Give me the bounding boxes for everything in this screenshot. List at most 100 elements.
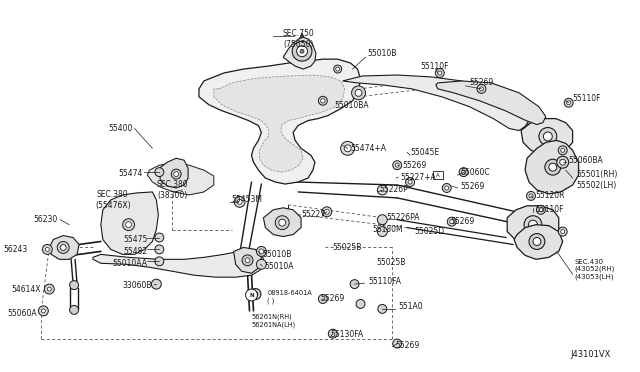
Polygon shape xyxy=(521,119,573,155)
Text: A: A xyxy=(436,173,440,177)
Circle shape xyxy=(529,220,538,229)
Text: 55010BA: 55010BA xyxy=(335,101,369,110)
Circle shape xyxy=(356,299,365,308)
Text: 55025B: 55025B xyxy=(333,243,362,252)
Circle shape xyxy=(447,217,456,226)
Circle shape xyxy=(378,227,387,237)
Circle shape xyxy=(300,49,304,53)
Text: 56243: 56243 xyxy=(3,245,28,254)
Circle shape xyxy=(393,161,402,170)
Circle shape xyxy=(393,339,402,348)
Circle shape xyxy=(396,163,399,167)
Circle shape xyxy=(155,168,164,177)
Circle shape xyxy=(155,245,164,254)
Circle shape xyxy=(318,295,327,304)
Circle shape xyxy=(340,141,355,155)
Circle shape xyxy=(257,247,266,256)
Circle shape xyxy=(459,168,468,177)
Polygon shape xyxy=(525,140,579,194)
Circle shape xyxy=(539,128,557,145)
Text: N: N xyxy=(249,292,254,298)
Polygon shape xyxy=(342,75,529,131)
Text: 55269: 55269 xyxy=(461,182,485,190)
Text: SEC.380
(38300): SEC.380 (38300) xyxy=(156,180,188,200)
Circle shape xyxy=(560,159,566,165)
Text: 55120R: 55120R xyxy=(535,192,564,201)
Text: 55110F: 55110F xyxy=(420,62,449,71)
Text: 55269: 55269 xyxy=(402,161,426,170)
Circle shape xyxy=(479,87,483,91)
Text: 56230: 56230 xyxy=(33,215,57,224)
Polygon shape xyxy=(264,208,301,237)
Circle shape xyxy=(123,219,134,231)
Circle shape xyxy=(57,241,69,253)
Circle shape xyxy=(558,146,567,155)
Circle shape xyxy=(42,309,45,313)
Circle shape xyxy=(246,289,257,301)
Circle shape xyxy=(38,306,49,316)
Circle shape xyxy=(242,255,253,266)
Circle shape xyxy=(450,220,454,224)
Text: SEC.430
(43052(RH)
(43053(LH): SEC.430 (43052(RH) (43053(LH) xyxy=(575,259,615,280)
Circle shape xyxy=(557,156,569,168)
Circle shape xyxy=(253,292,258,296)
Text: 55474+A: 55474+A xyxy=(351,144,387,153)
Circle shape xyxy=(461,170,465,174)
Text: SEC.380
(55476X): SEC.380 (55476X) xyxy=(95,190,131,209)
Text: 55025D: 55025D xyxy=(414,227,444,236)
Polygon shape xyxy=(214,75,345,172)
Text: 55269: 55269 xyxy=(396,341,419,350)
Circle shape xyxy=(344,145,351,152)
Circle shape xyxy=(296,46,307,57)
Text: 55501(RH)
55502(LH): 55501(RH) 55502(LH) xyxy=(577,170,618,190)
Circle shape xyxy=(45,247,49,251)
Circle shape xyxy=(70,280,79,289)
Circle shape xyxy=(60,244,66,250)
Polygon shape xyxy=(514,225,563,259)
Circle shape xyxy=(324,209,330,214)
Text: 55110F: 55110F xyxy=(573,94,601,103)
Circle shape xyxy=(279,219,285,226)
Circle shape xyxy=(322,207,332,217)
Circle shape xyxy=(533,238,541,246)
Polygon shape xyxy=(159,158,188,188)
Polygon shape xyxy=(507,206,559,244)
Circle shape xyxy=(172,169,181,179)
Circle shape xyxy=(351,86,365,100)
Circle shape xyxy=(442,183,451,192)
Polygon shape xyxy=(101,192,158,254)
Text: 55060C: 55060C xyxy=(461,168,490,177)
Circle shape xyxy=(152,279,161,289)
Circle shape xyxy=(564,98,573,107)
Circle shape xyxy=(42,244,52,254)
Circle shape xyxy=(539,208,543,212)
Circle shape xyxy=(245,258,250,263)
Text: 55010AA: 55010AA xyxy=(113,259,147,268)
Text: 55482: 55482 xyxy=(124,247,147,256)
Circle shape xyxy=(536,205,545,214)
Polygon shape xyxy=(49,235,79,259)
Text: 55269: 55269 xyxy=(320,295,344,304)
Text: 55475: 55475 xyxy=(123,235,147,244)
Circle shape xyxy=(257,259,266,269)
Text: 56261N(RH)
56261NA(LH): 56261N(RH) 56261NA(LH) xyxy=(252,314,296,328)
Text: 55269: 55269 xyxy=(451,217,475,226)
Text: 55227: 55227 xyxy=(301,210,326,219)
Circle shape xyxy=(435,68,444,77)
Text: 55010B: 55010B xyxy=(262,250,292,259)
Circle shape xyxy=(355,89,362,96)
Circle shape xyxy=(445,186,449,190)
Text: 551A0: 551A0 xyxy=(398,302,423,311)
Circle shape xyxy=(44,284,54,294)
Text: 55269: 55269 xyxy=(470,78,494,87)
Circle shape xyxy=(47,287,51,291)
Polygon shape xyxy=(93,250,264,277)
Polygon shape xyxy=(284,37,316,69)
Text: 55045E: 55045E xyxy=(410,148,439,157)
Circle shape xyxy=(125,222,132,228)
Text: 54614X: 54614X xyxy=(11,285,40,294)
Circle shape xyxy=(350,280,359,289)
Circle shape xyxy=(408,180,412,184)
Text: 08918-6401A
( ): 08918-6401A ( ) xyxy=(268,290,312,304)
Circle shape xyxy=(328,329,337,338)
